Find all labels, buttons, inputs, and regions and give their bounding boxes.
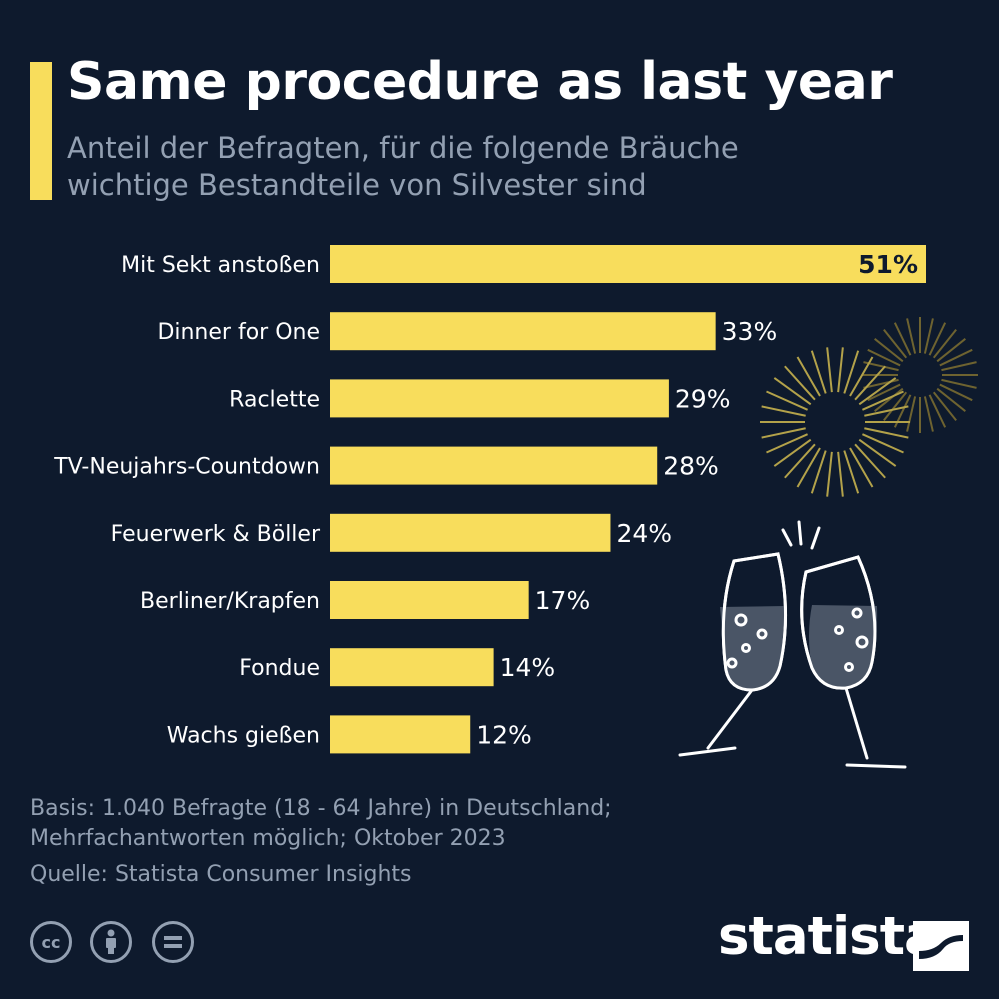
bar bbox=[330, 245, 926, 283]
by-icon[interactable] bbox=[90, 921, 132, 963]
nd-icon[interactable] bbox=[152, 921, 194, 963]
value-label: 14% bbox=[500, 653, 556, 682]
value-label: 17% bbox=[535, 586, 591, 615]
bar bbox=[330, 581, 529, 619]
value-label: 24% bbox=[616, 519, 672, 548]
champagne-glasses-icon bbox=[678, 520, 907, 769]
value-label: 28% bbox=[663, 452, 719, 481]
chart-subtitle: Anteil der Befragten, für die folgende B… bbox=[67, 131, 739, 202]
category-label: TV-Neujahrs-Countdown bbox=[53, 455, 320, 480]
chart-title: Same procedure as last year bbox=[67, 52, 893, 112]
category-label: Raclette bbox=[229, 387, 320, 412]
category-label: Dinner for One bbox=[157, 320, 320, 345]
bar bbox=[330, 715, 471, 754]
bar bbox=[330, 648, 494, 687]
value-label: 33% bbox=[722, 317, 778, 346]
category-label: Fondue bbox=[239, 656, 320, 681]
basis-line-2: Mehrfachantworten möglich; Oktober 2023 bbox=[30, 826, 506, 851]
basis-line-1: Basis: 1.040 Befragte (18 - 64 Jahre) in… bbox=[30, 796, 612, 821]
category-label: Mit Sekt anstoßen bbox=[121, 253, 320, 278]
bar bbox=[330, 446, 658, 485]
bar bbox=[330, 513, 611, 552]
category-label: Wachs gießen bbox=[167, 723, 320, 748]
category-label: Berliner/Krapfen bbox=[140, 589, 320, 614]
statista-logo-text[interactable]: statista bbox=[718, 906, 940, 967]
value-label: 29% bbox=[675, 384, 731, 413]
cc-icon[interactable]: cc bbox=[30, 921, 72, 963]
value-label: 12% bbox=[476, 720, 532, 749]
bar bbox=[330, 312, 716, 351]
statista-logo-icon bbox=[913, 921, 969, 971]
accent-bar bbox=[30, 62, 52, 200]
value-label: 51% bbox=[858, 250, 918, 279]
firework-burst-icon bbox=[760, 317, 978, 497]
source-note: Quelle: Statista Consumer Insights bbox=[30, 862, 412, 887]
bar bbox=[330, 379, 669, 418]
bars-layer: Mit Sekt anstoßen 51% Dinner for One 33% Rac… bbox=[53, 245, 926, 754]
category-label: Feuerwerk & Böller bbox=[111, 522, 321, 547]
